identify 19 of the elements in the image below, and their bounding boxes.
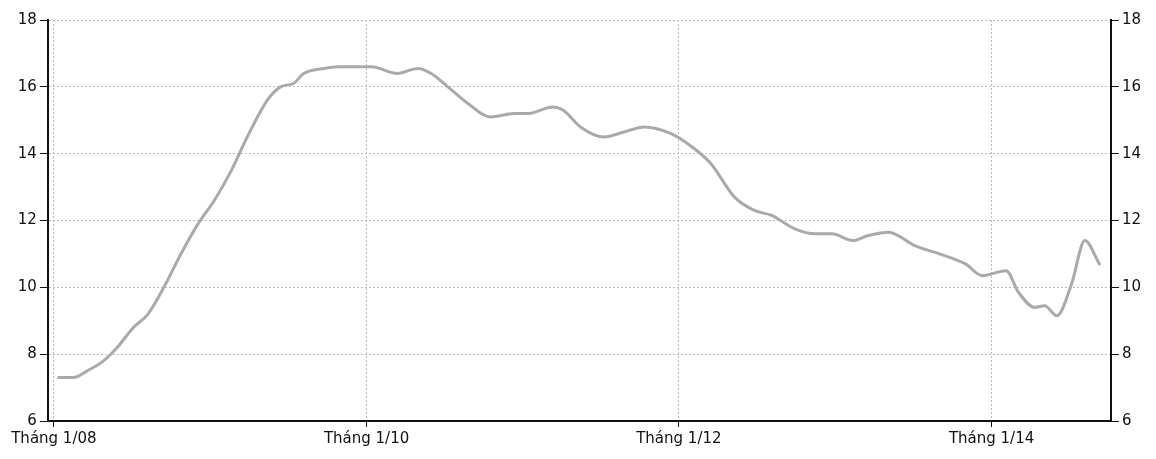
y2-tick-label: 14 [1121,143,1142,162]
y-tick-label: 10 [17,277,37,296]
y-tick-label: 18 [17,9,37,28]
x-tick-label: Tháng 1/14 [947,428,1035,447]
y2-tick-label: 18 [1121,9,1142,28]
y-tick-label: 16 [17,76,37,95]
y2-tick-label: 10 [1121,277,1142,296]
y2-tick-label: 8 [1121,344,1132,363]
y-tick-label: 6 [27,410,37,429]
y-tick-label: 8 [27,344,37,363]
x-tick-label: Tháng 1/10 [322,428,410,447]
y2-tick-label: 12 [1121,210,1142,229]
y2-tick-label: 6 [1121,410,1132,429]
y-tick-label: 14 [17,143,37,162]
x-tick-label: Tháng 1/12 [635,428,722,447]
y2-tick-label: 16 [1121,76,1142,95]
x-tick-label: Tháng 1/08 [10,428,97,447]
line-series [57,65,1101,380]
y-tick-label: 12 [17,210,37,229]
